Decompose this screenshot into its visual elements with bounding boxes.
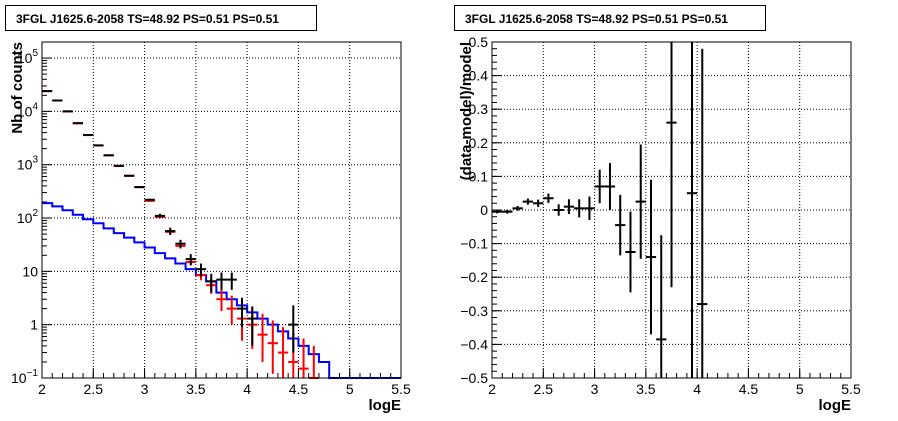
x-tick-label: 4 xyxy=(243,381,251,397)
y-axis-label: (data-model)/model xyxy=(458,42,475,180)
x-tick-label: 3.5 xyxy=(186,381,206,397)
data-point xyxy=(635,144,646,259)
data-point xyxy=(83,134,94,137)
data-point xyxy=(247,306,258,346)
data-point xyxy=(267,320,278,374)
data-point xyxy=(522,198,534,205)
data-point xyxy=(656,235,667,378)
y-tick-label: −0.1 xyxy=(460,236,488,252)
y-tick-label: −0.2 xyxy=(460,269,488,285)
x-tick-label: 4.5 xyxy=(739,381,759,397)
left-chart-title: 3FGL J1625.6-2058 TS=48.92 PS=0.51 PS=0.… xyxy=(5,5,317,31)
y-tick-label: −0.4 xyxy=(460,336,488,352)
x-tick-label: 4.5 xyxy=(289,381,309,397)
data-point xyxy=(298,338,309,378)
x-tick-label: 5 xyxy=(796,381,804,397)
data-point xyxy=(62,110,73,113)
data-point xyxy=(625,211,636,293)
y-tick-label: 103 xyxy=(17,155,39,173)
x-tick-label: 2 xyxy=(38,381,46,397)
data-point xyxy=(42,90,53,93)
data-point xyxy=(512,205,523,211)
data-point xyxy=(594,169,605,204)
data-point xyxy=(615,194,626,256)
data-point xyxy=(93,144,104,147)
data-point xyxy=(257,313,268,362)
data-point xyxy=(206,273,217,293)
y-tick-label: 10 xyxy=(22,263,38,279)
x-axis-label: logE xyxy=(369,397,402,414)
data-point xyxy=(216,289,227,312)
data-point xyxy=(154,213,166,219)
y-tick-label: 104 xyxy=(17,101,39,119)
x-tick-label: 5 xyxy=(346,381,354,397)
plot-area xyxy=(42,42,401,378)
data-point xyxy=(645,179,657,335)
data-point xyxy=(185,254,196,266)
data-point xyxy=(543,193,554,203)
plot-frame xyxy=(491,41,852,379)
y-tick-label: 0 xyxy=(480,202,488,218)
residuals-chart: 2 2.5 3 3.5 4 4.5 5 5.5 −0.5 −0.4 −0.3 −0.2 −0.1 0 0.1… xyxy=(458,34,861,414)
data-point xyxy=(604,162,616,210)
data-point xyxy=(288,305,299,353)
y-tick-label: 0.4 xyxy=(469,68,489,84)
data-point xyxy=(124,174,135,177)
y-tick-label: 0.3 xyxy=(469,101,489,117)
data-point xyxy=(52,99,63,102)
data-point xyxy=(113,164,125,167)
data-point xyxy=(236,297,248,328)
data-point xyxy=(492,210,503,214)
plot-frame xyxy=(41,41,402,379)
x-tick-label: 4 xyxy=(693,381,701,397)
x-tick-label: 2.5 xyxy=(534,381,554,397)
y-tick-label: 0.5 xyxy=(469,34,489,50)
y-tick-label: −0.3 xyxy=(460,303,488,319)
x-tick-label: 3.5 xyxy=(636,381,656,397)
counts-chart: 2 2.5 3 3.5 4 4.5 5 5.5 10−1 1 10 102 103 104 105 logE N… xyxy=(9,41,411,414)
x-tick-label: 2 xyxy=(488,381,496,397)
y-tick-label: 0.1 xyxy=(469,168,489,184)
data-point xyxy=(226,272,237,290)
y-tick-label: 102 xyxy=(17,208,39,226)
x-tick-label: 3 xyxy=(591,381,599,397)
x-tick-label: 3 xyxy=(141,381,149,397)
data-point xyxy=(165,227,176,236)
data-point xyxy=(533,199,544,207)
y-tick-label: 0.2 xyxy=(469,135,489,151)
data-point xyxy=(134,186,145,189)
data-point xyxy=(697,48,708,378)
data-point xyxy=(563,199,575,215)
x-tick-label: 5.5 xyxy=(841,381,861,397)
data-point xyxy=(226,295,237,325)
data-point xyxy=(216,272,227,290)
right-chart-title: 3FGL J1625.6-2058 TS=48.92 PS=0.51 PS=0.… xyxy=(454,5,766,31)
data-point xyxy=(72,122,84,125)
data-point xyxy=(686,42,698,378)
y-tick-label: 1 xyxy=(30,317,38,333)
y-tick-label: 105 xyxy=(17,48,39,66)
data-point xyxy=(144,198,155,201)
x-axis-label: logE xyxy=(819,397,852,414)
data-point xyxy=(574,199,585,218)
data-point xyxy=(175,239,186,249)
data-point xyxy=(584,196,595,221)
data-point xyxy=(666,42,677,288)
data-point xyxy=(103,154,114,157)
data-point xyxy=(553,204,564,216)
data-point xyxy=(277,327,289,378)
x-tick-label: 2.5 xyxy=(84,381,104,397)
y-tick-label: −0.5 xyxy=(460,370,488,386)
data-point xyxy=(195,263,207,277)
data-point xyxy=(502,209,513,214)
y-axis-label: Nb of counts xyxy=(9,42,26,134)
y-tick-label: 10−1 xyxy=(11,368,38,386)
x-tick-label: 5.5 xyxy=(391,381,411,397)
